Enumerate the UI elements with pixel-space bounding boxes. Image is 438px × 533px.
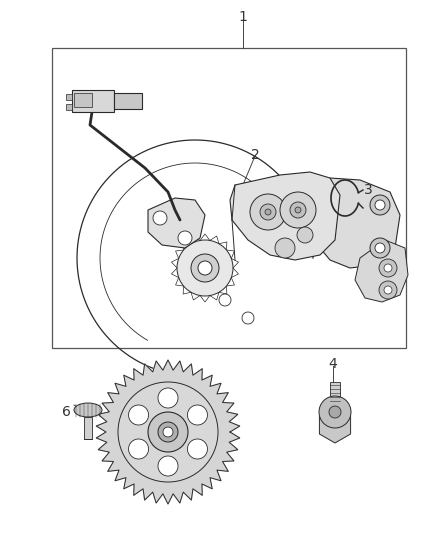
Circle shape <box>198 261 212 275</box>
Circle shape <box>177 240 233 296</box>
Circle shape <box>280 192 316 228</box>
Polygon shape <box>355 240 408 302</box>
Circle shape <box>384 264 392 272</box>
Circle shape <box>370 195 390 215</box>
Text: 6: 6 <box>62 405 71 419</box>
Circle shape <box>158 388 178 408</box>
Circle shape <box>384 286 392 294</box>
Circle shape <box>148 412 188 452</box>
Circle shape <box>375 243 385 253</box>
Circle shape <box>319 396 351 428</box>
Bar <box>330 382 340 412</box>
Circle shape <box>295 207 301 213</box>
Text: 1: 1 <box>239 10 247 24</box>
Polygon shape <box>96 360 240 504</box>
Circle shape <box>187 405 208 425</box>
Circle shape <box>242 312 254 324</box>
Text: 2: 2 <box>251 148 259 162</box>
Circle shape <box>158 422 178 442</box>
Text: 5: 5 <box>196 424 205 438</box>
Circle shape <box>265 209 271 215</box>
Circle shape <box>118 382 218 482</box>
Circle shape <box>191 254 219 282</box>
Circle shape <box>375 200 385 210</box>
Bar <box>72 90 114 112</box>
Text: 3: 3 <box>364 183 372 197</box>
Bar <box>52 48 406 348</box>
Circle shape <box>187 439 208 459</box>
Bar <box>74 93 92 107</box>
Bar <box>66 104 72 110</box>
Circle shape <box>250 194 286 230</box>
Circle shape <box>178 231 192 245</box>
Circle shape <box>297 227 313 243</box>
Bar <box>114 93 142 109</box>
Circle shape <box>379 281 397 299</box>
Bar <box>84 417 92 439</box>
Circle shape <box>219 294 231 306</box>
Circle shape <box>129 405 148 425</box>
Circle shape <box>290 202 306 218</box>
Circle shape <box>129 439 148 459</box>
Bar <box>66 94 72 100</box>
Circle shape <box>329 406 341 418</box>
Text: 4: 4 <box>328 357 337 371</box>
Ellipse shape <box>74 403 102 417</box>
Circle shape <box>163 427 173 437</box>
Circle shape <box>275 238 295 258</box>
Polygon shape <box>148 198 205 248</box>
Circle shape <box>379 259 397 277</box>
Circle shape <box>153 211 167 225</box>
Circle shape <box>158 456 178 476</box>
Circle shape <box>370 238 390 258</box>
Polygon shape <box>320 178 400 268</box>
Circle shape <box>260 204 276 220</box>
Polygon shape <box>230 172 340 260</box>
